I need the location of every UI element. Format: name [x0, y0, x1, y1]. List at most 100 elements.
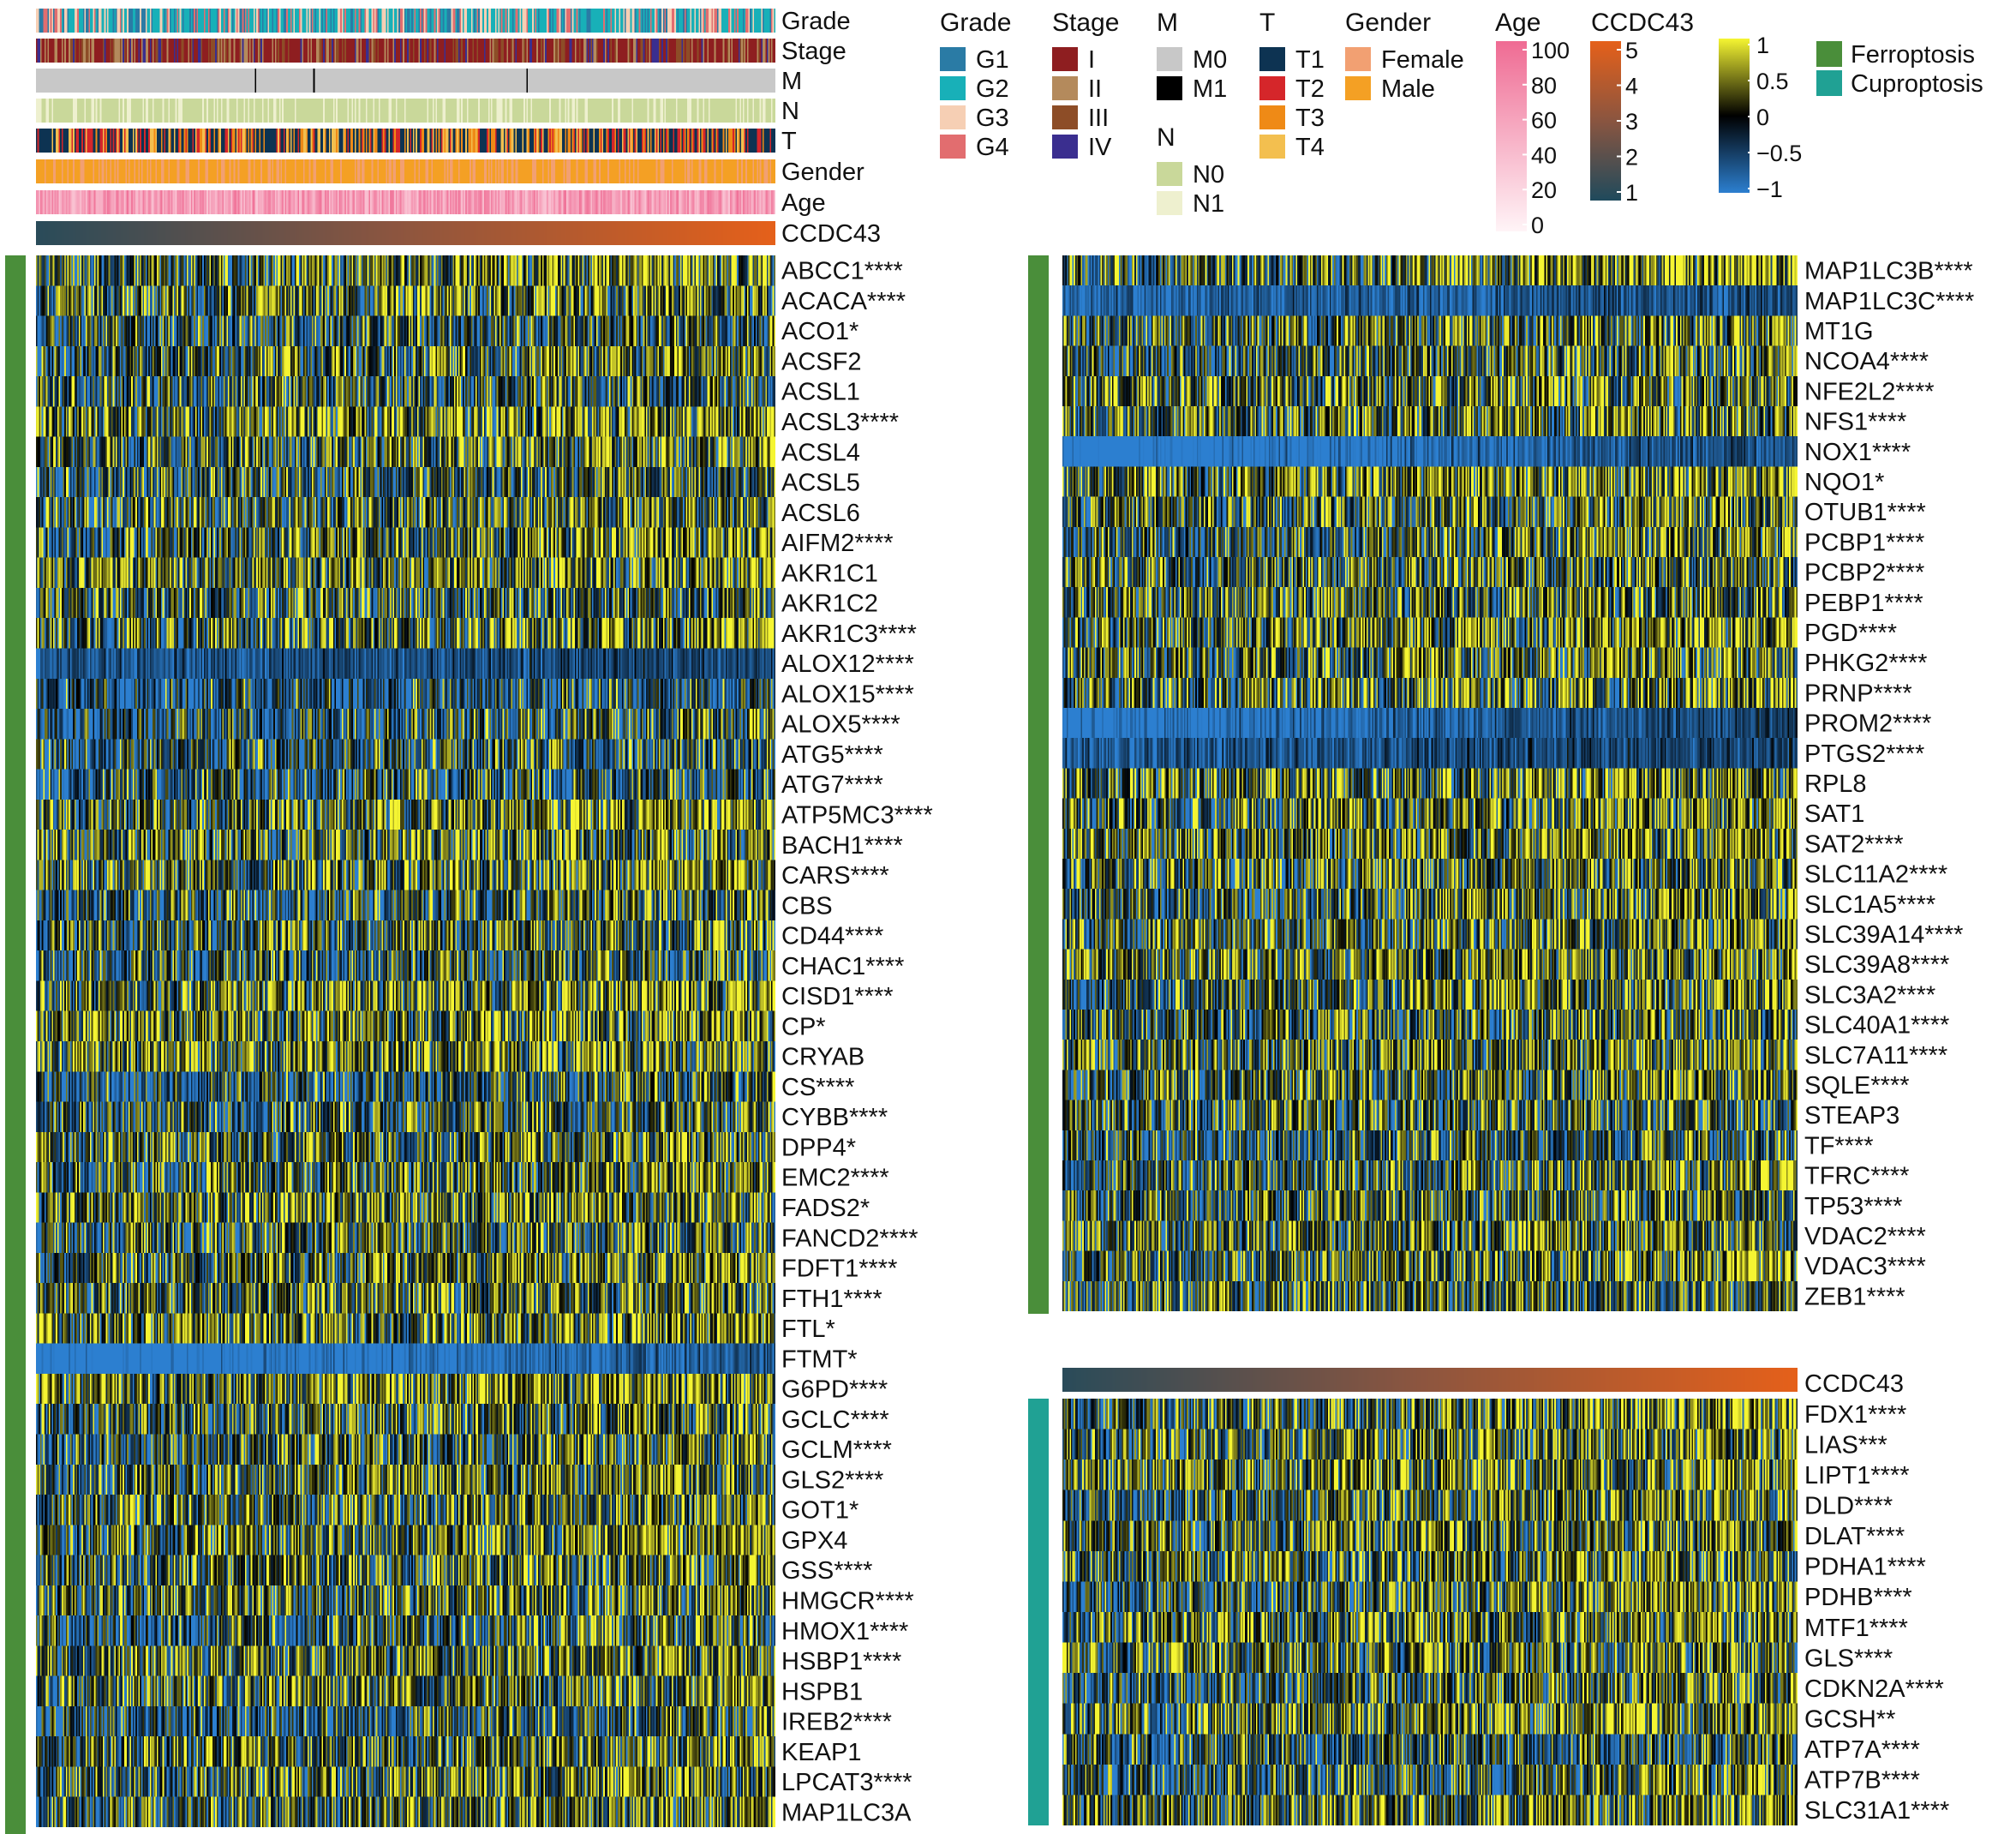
gene-label: ACO1*: [781, 318, 858, 345]
legend-swatch-grade: [940, 105, 966, 129]
gene-label: GCLM****: [781, 1436, 892, 1464]
legend-swatch-t: [1259, 47, 1285, 71]
legend-label-t: T4: [1295, 134, 1325, 161]
gene-label: HSPB1: [781, 1678, 863, 1705]
gene-label: CISD1****: [781, 983, 894, 1010]
gene-label: DPP4*: [781, 1134, 856, 1161]
gene-label: ZEB1****: [1804, 1283, 1905, 1310]
gene-label: CHAC1****: [781, 953, 904, 980]
legend-tick-expression: 1: [1756, 33, 1769, 58]
gene-label: SLC3A2****: [1804, 981, 1935, 1009]
legend-label-t: T1: [1295, 46, 1325, 74]
legend-swatch-t: [1259, 76, 1285, 100]
legend-label-stage: III: [1088, 105, 1109, 132]
legend-tick-expression: −0.5: [1756, 141, 1802, 166]
legend-label-geneset: Ferroptosis: [1851, 41, 1975, 69]
legend-label-n: N0: [1193, 161, 1224, 189]
gene-label: ABCC1****: [781, 258, 903, 285]
gene-label: SLC11A2****: [1804, 861, 1947, 889]
legend-label-stage: II: [1088, 75, 1102, 103]
ferroptosis-bar-left: [5, 255, 26, 1834]
legend-tick-expression: 0.5: [1756, 69, 1789, 94]
gene-label: NCOA4****: [1804, 348, 1929, 375]
legend-swatch-stage: [1052, 47, 1078, 71]
gene-label: PDHA1****: [1804, 1554, 1926, 1581]
legend-swatch-stage: [1052, 76, 1078, 100]
legend-tick-age: 80: [1531, 73, 1557, 99]
ccdc43-track: [36, 221, 775, 245]
gene-label: NQO1*: [1804, 469, 1884, 496]
legend-title-t: T: [1259, 9, 1275, 37]
legend-title-stage: Stage: [1052, 9, 1119, 37]
gene-label: AIFM2****: [781, 530, 894, 557]
gene-label: FDX1****: [1804, 1401, 1906, 1429]
gene-label: PHKG2****: [1804, 650, 1927, 677]
legend-title-m: M: [1157, 9, 1178, 37]
gene-label: GLS****: [1804, 1645, 1893, 1672]
gene-label: DLD****: [1804, 1493, 1893, 1520]
gene-label: HMGCR****: [781, 1587, 914, 1615]
gene-label: ATG7****: [781, 771, 883, 799]
legend-label-n: N1: [1193, 190, 1224, 218]
gene-label: ACSL1: [781, 379, 860, 406]
legend-label-stage: I: [1088, 46, 1095, 74]
gene-label: CDKN2A****: [1804, 1675, 1944, 1703]
gene-label: FADS2*: [781, 1195, 870, 1222]
legend-label-gender: Male: [1381, 75, 1435, 103]
legend-label-gender: Female: [1381, 46, 1464, 74]
legend-tick-ccdc43: 3: [1625, 109, 1638, 135]
gene-label: SAT2****: [1804, 830, 1904, 858]
legend-title-n: N: [1157, 123, 1176, 152]
cuproptosis-bar: [1028, 1399, 1049, 1825]
legend-title-age: Age: [1495, 9, 1540, 37]
age-grad-bar: [1496, 41, 1527, 231]
ferroptosis-bar-right: [1028, 255, 1049, 1314]
gene-label: PROM2****: [1804, 710, 1931, 738]
cuproptosis-heatmap: [1062, 1399, 1798, 1825]
gene-label: NOX1****: [1804, 439, 1911, 466]
gene-label: OTUB1****: [1804, 499, 1926, 526]
gene-label: HMOX1****: [781, 1618, 908, 1645]
legend-tick-expression: 0: [1756, 105, 1769, 130]
legend-label-t: T2: [1295, 75, 1325, 103]
legend-swatch-m: [1157, 76, 1182, 100]
gene-label: MAP1LC3B****: [1804, 258, 1973, 285]
legend-swatch-stage: [1052, 135, 1078, 159]
age-track: [36, 190, 775, 214]
gender-track: [36, 159, 775, 183]
gene-label: DLAT****: [1804, 1523, 1905, 1550]
gene-label: SLC39A8****: [1804, 951, 1949, 979]
gene-label: SLC1A5****: [1804, 891, 1935, 919]
gene-label: KEAP1: [781, 1739, 862, 1766]
stage-track: [36, 39, 775, 63]
gene-label: ACSF2: [781, 348, 861, 375]
legend-swatch-n: [1157, 162, 1182, 186]
gene-label: MT1G: [1804, 318, 1874, 345]
gene-label: VDAC3****: [1804, 1253, 1926, 1280]
legend-tick-age: 20: [1531, 177, 1557, 203]
gene-label: CRYAB: [781, 1044, 864, 1071]
gene-label: FTMT*: [781, 1346, 858, 1373]
gene-label: ACSL5: [781, 470, 860, 497]
legend-tick-ccdc43: 4: [1625, 74, 1638, 99]
legend-swatch-geneset: [1816, 41, 1842, 67]
legend-tick-ccdc43: 2: [1625, 145, 1638, 171]
legend-swatch-gender: [1345, 47, 1371, 71]
right-heatmap: [1062, 255, 1798, 1311]
gene-label: CBS: [781, 892, 833, 920]
gene-label: FDFT1****: [781, 1256, 897, 1283]
gene-label: LIAS***: [1804, 1431, 1887, 1459]
gene-label: SAT1: [1804, 800, 1864, 828]
legend-title-gender: Gender: [1345, 9, 1431, 37]
legend-tick-expression: −1: [1756, 177, 1783, 202]
gene-label: ACACA****: [781, 288, 906, 315]
gene-label: PGD****: [1804, 620, 1897, 647]
gene-label: CYBB****: [781, 1104, 888, 1131]
gene-label: ALOX5****: [781, 711, 900, 739]
left-heatmap: [36, 255, 775, 1827]
legend-title-ccdc43: CCDC43: [1591, 9, 1694, 37]
legend-swatch-m: [1157, 47, 1182, 71]
track-label-gender: Gender: [781, 159, 864, 186]
gene-label: ACSL6: [781, 500, 860, 527]
